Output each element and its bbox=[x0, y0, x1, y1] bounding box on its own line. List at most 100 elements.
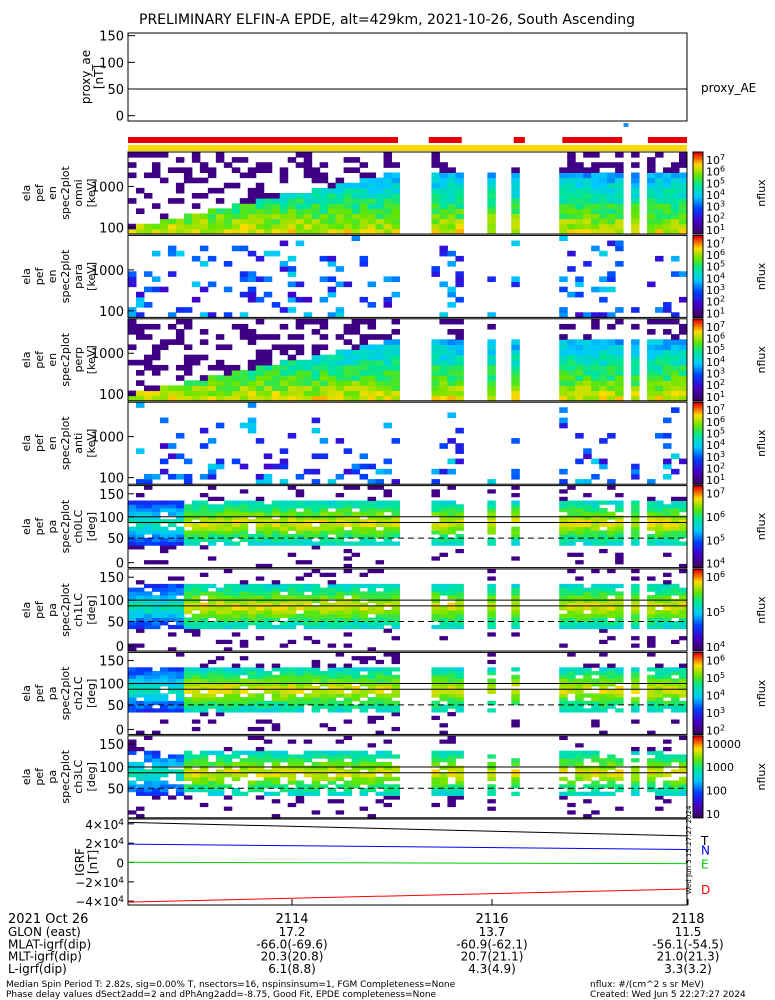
colorbar-segment bbox=[693, 695, 703, 698]
spec-cell bbox=[143, 606, 153, 611]
spec-cell bbox=[615, 671, 624, 676]
colorbar-segment bbox=[693, 626, 703, 629]
spec-cell bbox=[487, 613, 496, 618]
spec-cell bbox=[655, 621, 664, 626]
spec-cell bbox=[359, 754, 369, 759]
spec-cell bbox=[583, 364, 592, 371]
spec-cell bbox=[575, 704, 584, 709]
spec-cell bbox=[231, 228, 241, 235]
spec-cell bbox=[383, 754, 393, 759]
colorbar-segment bbox=[693, 402, 703, 405]
spec-cell bbox=[311, 754, 321, 759]
spec-cell bbox=[367, 754, 377, 759]
spec-cell bbox=[271, 814, 281, 819]
igrf-N-label: N bbox=[701, 843, 710, 857]
spec-cell bbox=[199, 802, 209, 808]
colorbar-segment bbox=[693, 616, 703, 619]
spec-cell bbox=[239, 791, 249, 796]
spec-cell bbox=[591, 773, 600, 778]
spec-cell bbox=[263, 758, 273, 763]
spec-cell bbox=[151, 613, 161, 618]
spec-cell bbox=[359, 583, 369, 589]
spec-cell bbox=[151, 587, 161, 592]
spec-cell bbox=[135, 761, 145, 767]
spec-cell bbox=[231, 323, 241, 330]
spec-cell bbox=[647, 344, 656, 351]
spec-cell bbox=[167, 700, 177, 706]
spec-cell bbox=[319, 587, 329, 592]
spec-cell bbox=[135, 448, 145, 454]
spec-cell bbox=[583, 541, 592, 546]
proxy-ae-point bbox=[623, 123, 629, 127]
spec-cell bbox=[599, 602, 608, 607]
spec-cell bbox=[351, 678, 361, 683]
spec-cell bbox=[375, 591, 385, 596]
spec-cell bbox=[135, 370, 145, 376]
spec-cell bbox=[487, 598, 496, 604]
spec-cell bbox=[487, 218, 496, 225]
spec-cell bbox=[231, 530, 241, 535]
spec-cell bbox=[271, 776, 281, 782]
spec-cell bbox=[263, 526, 273, 531]
colorbar-segment bbox=[693, 278, 703, 281]
spec-cell bbox=[327, 193, 337, 199]
spec-cell bbox=[671, 468, 680, 475]
spec-cell bbox=[128, 500, 137, 505]
spec-cell bbox=[151, 526, 161, 531]
colorbar-tick-label: 103 bbox=[706, 706, 725, 720]
spec-cell bbox=[367, 689, 377, 694]
spec-ylabel-line: spec2plot bbox=[59, 666, 72, 720]
spec-cell bbox=[599, 458, 608, 465]
spec-cell bbox=[455, 208, 464, 214]
spec-cell bbox=[199, 780, 209, 785]
spec-cell bbox=[167, 667, 177, 672]
spec-cell bbox=[431, 266, 440, 272]
spec-cell bbox=[271, 769, 281, 774]
spec-cell bbox=[143, 504, 153, 509]
colorbar-segment bbox=[693, 652, 703, 655]
spec-cell bbox=[367, 685, 377, 691]
spec-cell bbox=[567, 704, 576, 709]
spec-cell bbox=[647, 318, 656, 325]
spec-cell bbox=[663, 674, 672, 679]
spec-cell bbox=[343, 719, 353, 724]
spec-cell bbox=[167, 537, 177, 543]
spec-cell bbox=[335, 799, 345, 804]
spec-cell bbox=[487, 349, 496, 356]
spec-cell bbox=[183, 765, 193, 770]
spec-cell bbox=[263, 537, 273, 543]
spec-cell bbox=[391, 344, 401, 351]
spec-cell bbox=[591, 769, 600, 774]
colorbar-segment bbox=[693, 443, 703, 446]
colorbar-segment bbox=[693, 457, 703, 461]
spec-cell bbox=[583, 750, 592, 755]
spec-cell bbox=[247, 685, 257, 691]
spec-cell bbox=[583, 390, 592, 397]
spec-cell bbox=[431, 359, 440, 366]
spec-cell bbox=[655, 678, 664, 683]
spec-cell bbox=[303, 312, 313, 318]
spec-cell bbox=[631, 569, 640, 574]
spec-cell bbox=[223, 754, 233, 759]
spec-cell bbox=[303, 610, 313, 615]
spec-cell bbox=[327, 537, 337, 543]
spec-cell bbox=[319, 334, 329, 340]
spec-cell bbox=[559, 395, 568, 402]
spec-cell bbox=[679, 223, 688, 230]
spec-cell bbox=[135, 296, 145, 303]
colorbar-tick-label: 106 bbox=[706, 165, 725, 179]
spec-cell bbox=[151, 700, 161, 706]
spec-cell bbox=[135, 773, 145, 778]
spec-cell bbox=[295, 689, 305, 694]
spec-cell bbox=[239, 580, 249, 585]
spec-cell bbox=[511, 359, 520, 366]
spec-cell bbox=[351, 758, 361, 763]
spec-cell bbox=[511, 583, 520, 589]
spec-cell bbox=[391, 769, 401, 774]
spec-cell bbox=[375, 610, 385, 615]
spec-cell bbox=[191, 704, 201, 709]
spec-cell bbox=[303, 572, 313, 577]
igrf-tick-label: −4×104 bbox=[75, 895, 124, 909]
spec-cell bbox=[575, 500, 584, 505]
spec-cell bbox=[279, 700, 289, 706]
